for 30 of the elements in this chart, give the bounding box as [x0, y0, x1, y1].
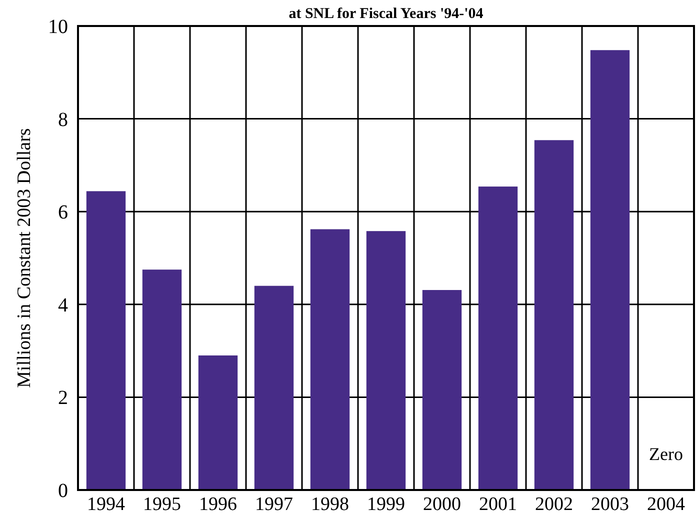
bar — [310, 229, 350, 490]
bar — [478, 186, 518, 490]
annotation: Zero — [649, 444, 683, 464]
x-tick-label: 2000 — [423, 494, 461, 515]
y-tick-label: 0 — [58, 480, 68, 502]
x-tick-label: 2003 — [591, 494, 629, 515]
y-tick-label: 8 — [58, 108, 68, 131]
bar — [366, 231, 406, 490]
y-tick-label: 6 — [58, 202, 68, 224]
x-tick-label: 1999 — [367, 494, 405, 515]
bar — [422, 290, 462, 490]
chart-title: at SNL for Fiscal Years '94-'04 — [288, 6, 484, 22]
y-tick-label: 2 — [58, 387, 68, 410]
bar — [198, 355, 238, 490]
x-tick-label: 1998 — [311, 494, 349, 515]
bar — [590, 50, 630, 490]
bar — [142, 270, 182, 490]
x-tick-label: 2004 — [647, 494, 686, 515]
y-axis-title: Millions in Constant 2003 Dollars — [14, 128, 35, 388]
x-tick-label: 2001 — [479, 494, 517, 515]
y-tick-label: 10 — [48, 16, 68, 38]
x-tick-label: 2002 — [535, 494, 573, 515]
x-tick-label: 1996 — [199, 494, 237, 515]
x-tick-label: 1995 — [143, 494, 181, 515]
y-tick-label: 4 — [58, 294, 68, 316]
bar — [534, 140, 574, 490]
bar — [86, 191, 126, 490]
bar — [254, 286, 294, 490]
x-tick-label: 1994 — [87, 494, 126, 515]
x-tick-label: 1997 — [255, 494, 293, 515]
